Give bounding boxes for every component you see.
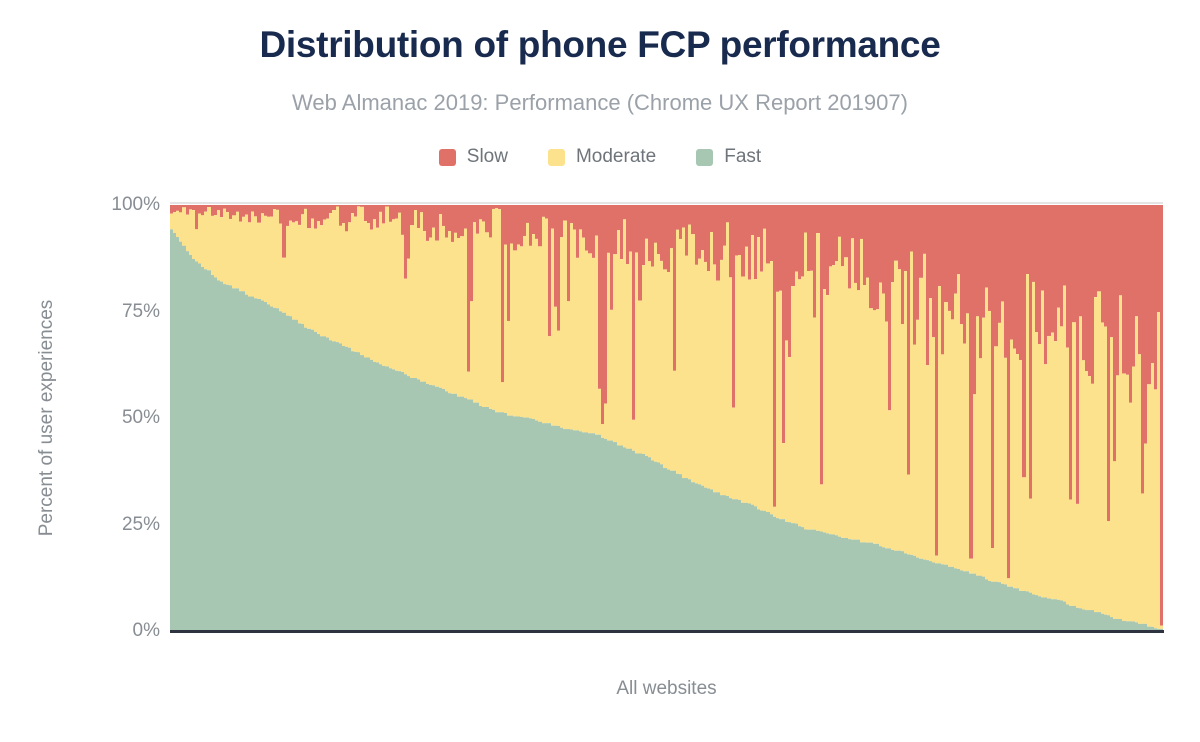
y-tick-label: 75% <box>121 300 160 322</box>
x-axis-line <box>170 630 1164 633</box>
legend-swatch-slow <box>438 148 456 166</box>
legend: Slow Moderate Fast <box>0 146 1200 168</box>
y-tick-label: 50% <box>121 407 160 428</box>
chart-subtitle: Web Almanac 2019: Performance (Chrome UX… <box>292 90 908 115</box>
legend-label: Moderate <box>575 146 657 167</box>
legend-swatch-fast <box>696 148 714 166</box>
x-axis-title: All websites <box>616 678 717 699</box>
legend-label: Fast <box>724 146 762 167</box>
y-tick-label: 0% <box>132 620 160 641</box>
legend-item-moderate: Moderate <box>547 146 657 168</box>
y-tick-label: 100% <box>111 194 160 215</box>
y-tick-label: 25% <box>121 513 160 535</box>
legend-item-slow: Slow <box>438 146 508 168</box>
plot-area <box>170 205 1163 631</box>
stacked-bars-canvas <box>170 205 1163 631</box>
top-gridline <box>170 202 1163 204</box>
legend-swatch-moderate <box>547 148 565 166</box>
legend-item-fast: Fast <box>696 146 761 168</box>
chart-title: Distribution of phone FCP performance <box>259 24 941 65</box>
legend-label: Slow <box>466 146 508 167</box>
